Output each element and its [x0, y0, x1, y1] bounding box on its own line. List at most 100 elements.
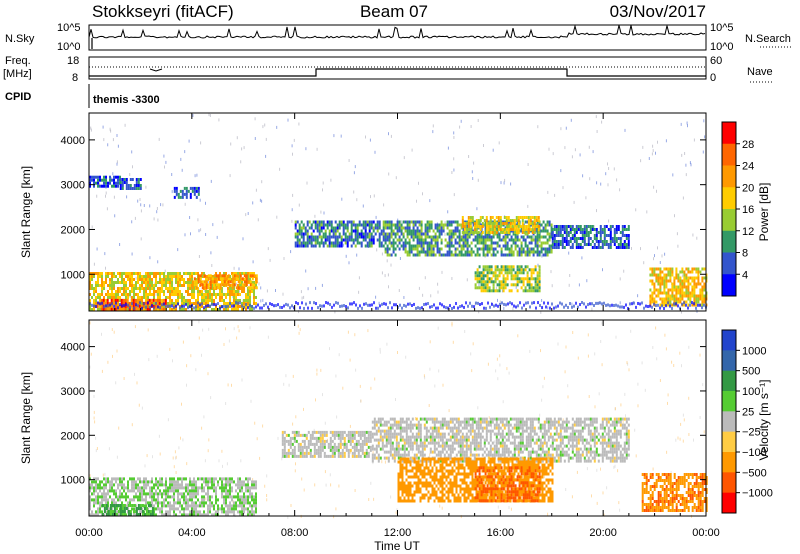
power-speckle	[321, 283, 323, 287]
velocity-cell	[155, 492, 157, 496]
power-cell	[111, 275, 113, 278]
power-cell	[516, 289, 519, 293]
velocity-cell	[249, 510, 251, 514]
velocity-cell	[139, 498, 141, 502]
power-cell	[310, 223, 313, 227]
power-cell	[316, 223, 319, 227]
velocity-cell	[161, 483, 163, 487]
velocity-speckle	[141, 406, 143, 410]
velocity-speckle	[186, 462, 188, 466]
power-cell	[426, 244, 429, 248]
power-speckle	[640, 159, 642, 163]
power-cell	[215, 305, 217, 308]
power-cell	[386, 247, 389, 251]
power-cell	[123, 178, 126, 181]
power-cell	[235, 299, 237, 302]
power-ground-cell	[409, 302, 411, 306]
power-cell	[368, 244, 371, 248]
freq-label-1: Freq.	[5, 55, 31, 67]
power-cell	[330, 235, 333, 239]
power-cell	[428, 250, 431, 254]
power-cell	[209, 299, 211, 302]
power-ground-cell	[641, 301, 643, 305]
power-cell	[247, 280, 250, 284]
velocity-cell	[231, 480, 233, 484]
power-cell	[480, 280, 483, 284]
velocity-cell	[177, 495, 179, 499]
velocity-cell	[249, 495, 251, 499]
power-cell	[505, 225, 508, 228]
velocity-speckle	[182, 340, 184, 344]
velocity-cell	[243, 495, 245, 499]
power-cell	[531, 222, 534, 225]
power-cell	[505, 222, 508, 225]
power-cell	[171, 290, 173, 293]
power-cell	[151, 278, 153, 281]
power-ground-cell	[599, 301, 601, 305]
velocity-cell	[101, 504, 104, 507]
power-cell	[491, 216, 494, 219]
power-cell	[506, 235, 509, 239]
velocity-cell	[235, 504, 237, 508]
power-cell	[161, 290, 163, 293]
power-cell	[239, 272, 241, 275]
power-cell	[482, 277, 485, 281]
velocity-speckle	[565, 488, 567, 491]
velocity-speckle	[614, 407, 616, 411]
power-cell	[609, 243, 612, 246]
power-cell	[681, 294, 684, 298]
velocity-speckle	[502, 400, 504, 404]
power-cell	[482, 265, 485, 269]
velocity-cell	[105, 492, 107, 496]
frequency-panel: Freq. [MHz] 18 8 60 0 Nave	[3, 55, 773, 84]
velocity-cell	[149, 501, 151, 505]
velocity-cell	[165, 504, 167, 508]
power-cell	[466, 238, 469, 242]
power-cell	[121, 281, 123, 284]
power-ground-cell	[271, 303, 273, 307]
power-cell	[382, 235, 385, 239]
power-cell	[569, 237, 572, 240]
power-cell	[348, 232, 351, 236]
power-cell	[296, 229, 299, 233]
power-speckle	[238, 289, 240, 293]
velocity-cell	[181, 495, 183, 499]
velocity-cell	[193, 510, 195, 514]
power-speckle	[261, 180, 263, 184]
velocity-cell	[89, 495, 91, 499]
power-cell	[496, 283, 499, 287]
power-ground-cell	[383, 302, 385, 306]
velocity-cell	[213, 486, 215, 490]
power-cell	[205, 293, 207, 296]
velocity-cell	[169, 513, 171, 517]
power-cell	[486, 244, 489, 248]
velocity-cell	[91, 483, 93, 487]
power-cell	[157, 296, 159, 299]
power-cell	[490, 265, 493, 269]
velocity-speckle	[266, 474, 268, 478]
power-cell	[189, 272, 191, 275]
power-cell	[561, 246, 564, 249]
power-ground-cell	[561, 302, 563, 306]
power-cell	[428, 229, 431, 233]
power-cell	[362, 235, 365, 239]
power-ground-cell	[157, 305, 159, 309]
power-cell	[440, 238, 443, 242]
velocity-cell	[105, 513, 108, 516]
power-cell	[448, 250, 451, 254]
power-cell	[175, 290, 177, 293]
power-speckle	[608, 219, 610, 223]
power-cell	[494, 289, 497, 293]
power-cell	[485, 222, 488, 225]
power-cell	[185, 272, 187, 275]
power-ground-cell	[187, 306, 189, 310]
power-cell	[490, 247, 493, 251]
power-cell	[366, 241, 369, 245]
velocity-speckle	[384, 460, 386, 464]
power-cell	[119, 178, 122, 181]
power-cell	[526, 235, 529, 239]
power-cell	[189, 195, 192, 199]
power-cell	[140, 298, 143, 302]
power-speckle	[276, 125, 278, 129]
velocity-cell	[169, 510, 171, 514]
